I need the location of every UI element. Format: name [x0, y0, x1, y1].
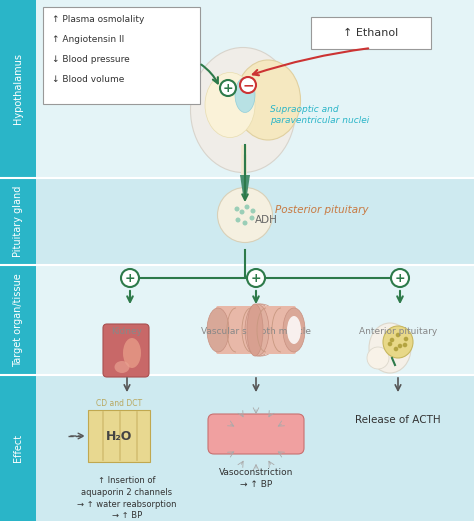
Text: Supraoptic and
paraventricular nuclei: Supraoptic and paraventricular nuclei [270, 105, 369, 125]
Bar [36, 375, 474, 521]
Circle shape [243, 220, 247, 226]
Text: Effect: Effect [13, 434, 23, 462]
Ellipse shape [287, 316, 301, 344]
Text: ↑ Plasma osmolality: ↑ Plasma osmolality [52, 16, 145, 24]
Text: +: + [395, 271, 405, 284]
Ellipse shape [383, 326, 413, 358]
Circle shape [394, 346, 398, 351]
Circle shape [404, 337, 408, 341]
Circle shape [240, 77, 256, 93]
FancyBboxPatch shape [208, 414, 304, 454]
Text: Vasoconstriction
→ ↑ BP: Vasoconstriction → ↑ BP [219, 468, 293, 489]
Bar [36, 0, 474, 178]
Bar [243, 145, 247, 175]
Text: ↓ Blood pressure: ↓ Blood pressure [52, 56, 130, 65]
Ellipse shape [218, 188, 273, 242]
Bar [0, 178, 36, 265]
FancyBboxPatch shape [43, 7, 200, 104]
Ellipse shape [236, 60, 301, 140]
Ellipse shape [123, 338, 141, 368]
Text: Release of ACTH: Release of ACTH [355, 415, 441, 425]
Ellipse shape [243, 304, 275, 356]
FancyBboxPatch shape [216, 306, 296, 354]
Circle shape [239, 209, 245, 215]
Bar [88, 410, 150, 462]
Bar [36, 178, 474, 265]
Circle shape [249, 216, 255, 220]
Text: ↑ Ethanol: ↑ Ethanol [343, 28, 399, 38]
Bar [36, 265, 474, 375]
Text: +: + [223, 81, 233, 94]
Text: CD and DCT: CD and DCT [96, 399, 142, 408]
FancyBboxPatch shape [103, 324, 149, 377]
Circle shape [398, 344, 402, 349]
Text: Kidney: Kidney [111, 327, 143, 336]
Text: +: + [125, 271, 135, 284]
Text: Anterior pituitary: Anterior pituitary [359, 327, 437, 336]
Text: ↑ Angiotensin II: ↑ Angiotensin II [52, 35, 124, 44]
Ellipse shape [369, 323, 411, 373]
Text: −: − [242, 78, 254, 92]
Ellipse shape [191, 47, 295, 172]
Text: Vascular smooth muscle: Vascular smooth muscle [201, 327, 311, 336]
Ellipse shape [247, 304, 263, 356]
Polygon shape [240, 175, 250, 195]
FancyBboxPatch shape [311, 17, 431, 49]
Bar [0, 375, 36, 521]
Ellipse shape [367, 347, 389, 369]
Circle shape [121, 269, 139, 287]
Text: +: + [251, 271, 261, 284]
Text: Pituitary gland: Pituitary gland [13, 186, 23, 257]
Text: ADH: ADH [255, 215, 278, 225]
Circle shape [235, 206, 239, 212]
Bar [0, 0, 36, 178]
Circle shape [390, 338, 394, 342]
Circle shape [391, 269, 409, 287]
Text: ↓ Blood volume: ↓ Blood volume [52, 76, 124, 84]
Ellipse shape [207, 308, 229, 352]
Text: H₂O: H₂O [106, 429, 132, 442]
Circle shape [403, 343, 407, 348]
Circle shape [396, 333, 401, 337]
Ellipse shape [283, 308, 305, 352]
Ellipse shape [235, 78, 255, 113]
Circle shape [250, 208, 255, 214]
Bar [242, 145, 246, 175]
Ellipse shape [245, 304, 269, 356]
Circle shape [388, 342, 392, 346]
Text: Posterior pituitary: Posterior pituitary [275, 205, 368, 215]
Circle shape [220, 80, 236, 96]
Circle shape [247, 269, 265, 287]
Ellipse shape [115, 361, 129, 373]
Text: Hypothalamus: Hypothalamus [13, 54, 23, 125]
Circle shape [236, 217, 240, 222]
Text: Target organ/tissue: Target organ/tissue [13, 273, 23, 367]
Circle shape [245, 205, 249, 209]
Text: ↑ Insertion of
aquaporin 2 channels
→ ↑ water reabsorption
→ ↑ BP: ↑ Insertion of aquaporin 2 channels → ↑ … [77, 476, 177, 520]
Ellipse shape [205, 72, 255, 138]
Bar [241, 145, 245, 175]
Ellipse shape [241, 304, 281, 356]
Bar [0, 265, 36, 375]
